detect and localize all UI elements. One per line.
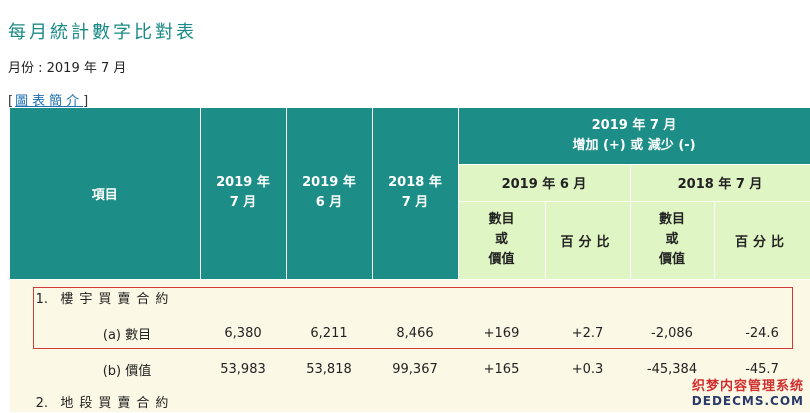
table-row: (b) 價值 53,983 53,818 99,367 +165 +0.3 -4… bbox=[10, 351, 810, 388]
table-cell: -45.7 bbox=[714, 351, 810, 388]
table-cell: 53,983 bbox=[200, 351, 286, 388]
header-percent-1: 百分比 bbox=[545, 201, 631, 280]
watermark-logo: 织梦内容管理系统 DEDECMS.COM bbox=[691, 379, 804, 408]
table-cell: +165 bbox=[458, 351, 545, 388]
table-cell: -45,384 bbox=[630, 351, 714, 388]
header-percent-2: 百分比 bbox=[714, 201, 810, 280]
row-label: 1. 樓宇買賣合約 bbox=[10, 279, 200, 316]
header-2019-7: 2019 年 7 月 bbox=[200, 108, 287, 280]
table-row: 1. 樓宇買賣合約 bbox=[10, 279, 810, 316]
header-vs-2019-6: 2019 年 6 月 bbox=[458, 164, 631, 202]
bracket-close: ] bbox=[83, 94, 91, 109]
monthly-stats-table: 項目 2019 年 7 月 2019 年 6 月 2018 年 7 月 2019… bbox=[10, 108, 810, 412]
bracket-open: [ bbox=[8, 94, 16, 109]
header-change-group: 2019 年 7 月 增加 (+) 或 減少 (-) bbox=[458, 108, 810, 165]
row-label: (a) 數目 bbox=[10, 315, 200, 352]
table-row: (a) 數目 6,380 6,211 8,466 +169 +2.7 -2,08… bbox=[10, 315, 810, 352]
table-cell: -24.6 bbox=[714, 315, 810, 352]
table-cell: 53,818 bbox=[286, 351, 372, 388]
intro-link-wrapper: [圖表簡介] bbox=[8, 90, 90, 109]
row-label: 2. 地段買賣合約 bbox=[10, 387, 200, 412]
empty-cell bbox=[200, 387, 810, 412]
header-item: 項目 bbox=[10, 108, 201, 280]
month-label: 月份 : 2019 年 7 月 bbox=[8, 61, 127, 76]
header-2018-7: 2018 年 7 月 bbox=[372, 108, 459, 280]
table-cell: 99,367 bbox=[372, 351, 458, 388]
header-number-or-value-2: 數目 或 價值 bbox=[630, 201, 715, 280]
table-cell: +2.7 bbox=[545, 315, 630, 352]
table-cell: +169 bbox=[458, 315, 545, 352]
header-2019-6: 2019 年 6 月 bbox=[286, 108, 373, 280]
table-cell: 6,211 bbox=[286, 315, 372, 352]
table-cell: -2,086 bbox=[630, 315, 714, 352]
table-cell: +0.3 bbox=[545, 351, 630, 388]
table-row: 2. 地段買賣合約 bbox=[10, 387, 810, 412]
page-title: 每月統計數字比對表 bbox=[8, 22, 197, 43]
chart-intro-link[interactable]: 圖表簡介 bbox=[15, 94, 84, 109]
header-vs-2018-7: 2018 年 7 月 bbox=[630, 164, 810, 202]
table-cell: 8,466 bbox=[372, 315, 458, 352]
empty-cell bbox=[200, 279, 810, 316]
header-number-or-value-1: 數目 或 價值 bbox=[458, 201, 546, 280]
row-label: (b) 價值 bbox=[10, 351, 200, 388]
table-cell: 6,380 bbox=[200, 315, 286, 352]
